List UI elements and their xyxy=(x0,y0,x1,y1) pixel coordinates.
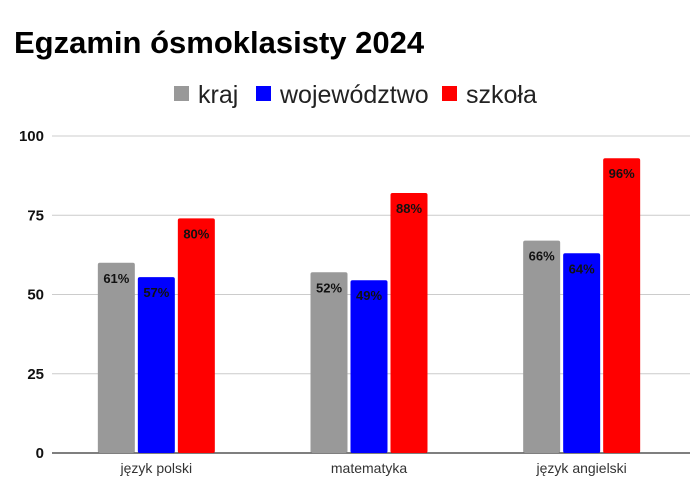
y-tick-25: 25 xyxy=(27,366,44,383)
x-axis-ticks: język polski matematyka język angielski xyxy=(120,460,627,476)
data-label-wojewodztwo-jezyk-angielski: 64% xyxy=(569,261,595,276)
legend-label-wojewodztwo: województwo xyxy=(279,81,429,109)
y-tick-50: 50 xyxy=(27,287,44,304)
bars xyxy=(97,158,641,453)
x-tick-jezyk-polski: język polski xyxy=(120,460,193,476)
bar-wojewodztwo-jezyk-polski xyxy=(137,277,175,453)
bar-szkola-jezyk-angielski xyxy=(603,158,641,453)
legend-swatch-szkola xyxy=(442,86,457,101)
bar-kraj-jezyk-polski xyxy=(97,262,135,453)
data-label-szkola-matematyka: 88% xyxy=(396,201,422,216)
legend-label-szkola: szkoła xyxy=(466,81,537,109)
legend-swatch-wojewodztwo xyxy=(256,86,271,101)
data-label-wojewodztwo-matematyka: 49% xyxy=(356,288,382,303)
chart-title: Egzamin ósmoklasisty 2024 xyxy=(14,25,425,60)
legend-swatch-kraj xyxy=(174,86,189,101)
data-label-kraj-matematyka: 52% xyxy=(316,280,342,295)
y-tick-0: 0 xyxy=(36,445,44,462)
bar-kraj-jezyk-angielski xyxy=(523,240,561,453)
legend: kraj województwo szkoła xyxy=(174,81,537,109)
legend-label-kraj: kraj xyxy=(198,81,238,109)
data-label-szkola-jezyk-polski: 80% xyxy=(183,226,209,241)
y-axis-ticks: 0 25 50 75 100 xyxy=(19,128,44,462)
y-tick-75: 75 xyxy=(27,207,44,224)
y-tick-100: 100 xyxy=(19,128,44,145)
data-label-wojewodztwo-jezyk-polski: 57% xyxy=(143,285,169,300)
bar-wojewodztwo-jezyk-angielski xyxy=(563,253,601,453)
x-tick-jezyk-angielski: język angielski xyxy=(536,460,627,476)
bar-kraj-matematyka xyxy=(310,272,348,453)
data-labels: 61% 57% 80% 52% 49% 88% 66% 64% 96% xyxy=(103,166,635,303)
x-tick-matematyka: matematyka xyxy=(331,460,407,476)
bar-wojewodztwo-matematyka xyxy=(350,280,388,453)
bar-szkola-jezyk-polski xyxy=(177,218,215,453)
data-label-kraj-jezyk-angielski: 66% xyxy=(529,249,555,264)
bar-szkola-matematyka xyxy=(390,193,428,453)
data-label-kraj-jezyk-polski: 61% xyxy=(103,271,129,286)
data-label-szkola-jezyk-angielski: 96% xyxy=(609,166,635,181)
